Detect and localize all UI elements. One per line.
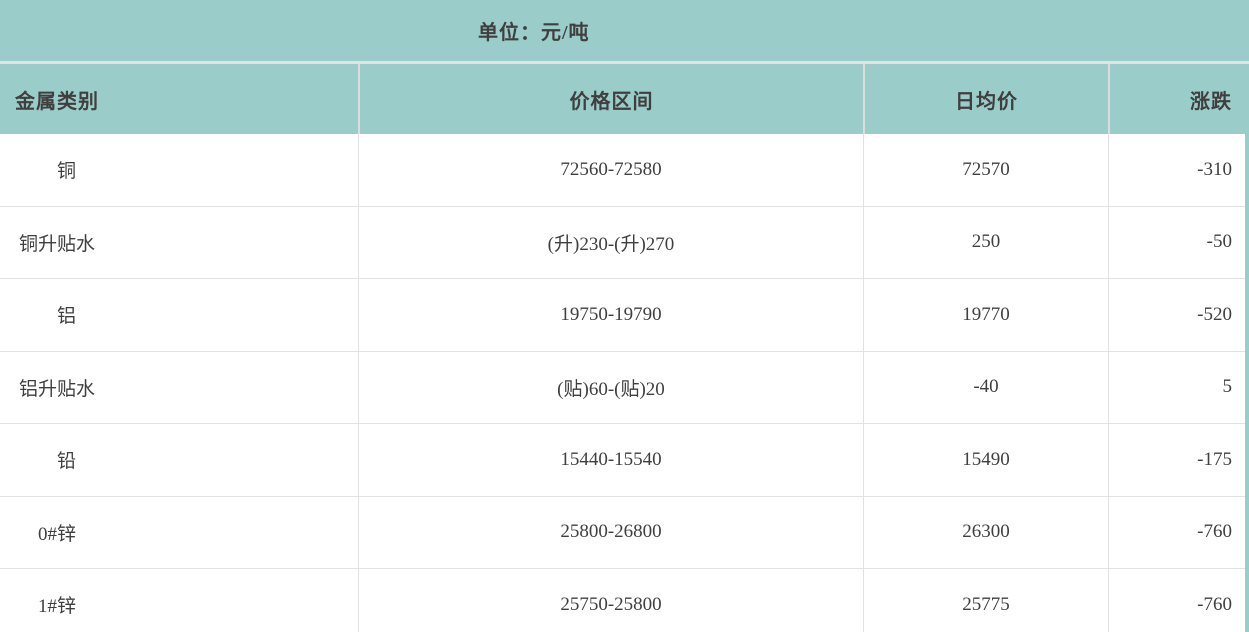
cell-price-range: 72560-72580 (358, 134, 863, 206)
cell-change: -760 (1108, 496, 1245, 568)
price-table: 金属类别 价格区间 日均价 涨跌 铜 72560-72580 72570 -31… (0, 64, 1245, 632)
cell-daily-average: 72570 (863, 134, 1108, 206)
cell-change: -520 (1108, 279, 1245, 351)
cell-daily-average: 250 (863, 206, 1108, 278)
header-change: 涨跌 (1108, 64, 1245, 134)
cell-change: -50 (1108, 206, 1245, 278)
header-metal-category: 金属类别 (15, 90, 99, 113)
header-price-range: 价格区间 (358, 64, 863, 134)
cell-daily-average: 15490 (863, 424, 1108, 496)
cell-daily-average: -40 (863, 351, 1108, 423)
cell-price-range: 25750-25800 (358, 569, 863, 632)
cell-category: 铜升贴水 (19, 233, 96, 255)
cell-change: -175 (1108, 424, 1245, 496)
cell-daily-average: 26300 (863, 496, 1108, 568)
cell-price-range: 25800-26800 (358, 496, 863, 568)
unit-label: 单位：元/吨 (478, 22, 590, 44)
table-header-row: 金属类别 价格区间 日均价 涨跌 (0, 64, 1245, 134)
cell-change: -310 (1108, 134, 1245, 206)
table-row: 铝升贴水 (贴)60-(贴)20 -40 5 (0, 351, 1245, 424)
cell-category: 铅 (19, 451, 77, 473)
cell-price-range: 15440-15540 (358, 424, 863, 496)
cell-category: 0#锌 (19, 523, 77, 545)
table-row: 铅 15440-15540 15490 -175 (0, 424, 1245, 497)
cell-category: 铝升贴水 (19, 378, 96, 400)
cell-change: -760 (1108, 569, 1245, 632)
cell-price-range: 19750-19790 (358, 279, 863, 351)
cell-change: 5 (1108, 351, 1245, 423)
table-row: 1#锌 25750-25800 25775 -760 (0, 569, 1245, 632)
cell-category: 铜 (19, 161, 77, 183)
table-row: 0#锌 25800-26800 26300 -760 (0, 496, 1245, 569)
header-daily-average: 日均价 (863, 64, 1108, 134)
unit-banner: 单位：元/吨 (0, 0, 1249, 64)
cell-category: 1#锌 (19, 596, 77, 618)
cell-price-range: (贴)60-(贴)20 (358, 351, 863, 423)
table-row: 铝 19750-19790 19770 -520 (0, 279, 1245, 352)
cell-category: 铝 (19, 306, 77, 328)
cell-daily-average: 19770 (863, 279, 1108, 351)
table-row: 铜 72560-72580 72570 -310 (0, 134, 1245, 207)
cell-price-range: (升)230-(升)270 (358, 206, 863, 278)
cell-daily-average: 25775 (863, 569, 1108, 632)
table-body: 铜 72560-72580 72570 -310 铜升贴水 (升)230-(升)… (0, 134, 1245, 632)
table-row: 铜升贴水 (升)230-(升)270 250 -50 (0, 206, 1245, 279)
